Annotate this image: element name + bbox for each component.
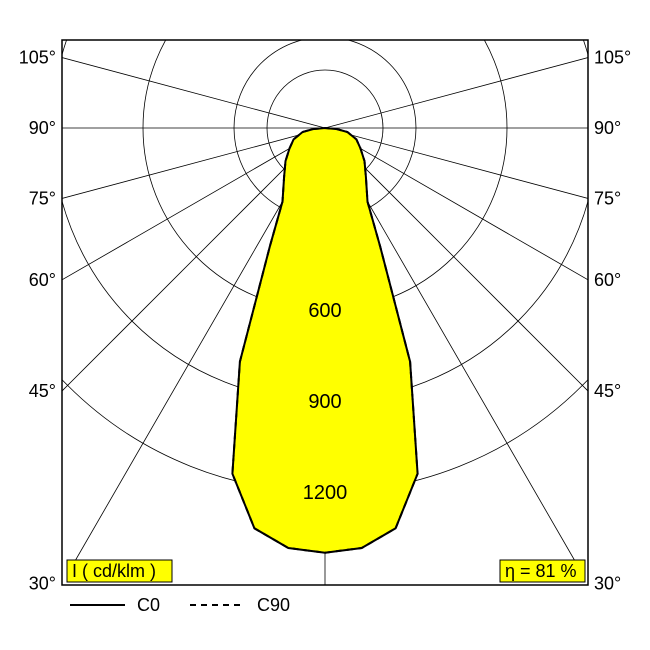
radial-label-900: 900 xyxy=(308,391,341,413)
right-angle-label-90: 90° xyxy=(594,118,621,138)
left-angle-label-75: 75° xyxy=(29,188,56,208)
right-angle-label-105: 105° xyxy=(594,48,631,68)
left-angle-label-105: 105° xyxy=(19,48,56,68)
left-angle-label-60: 60° xyxy=(29,270,56,290)
polar-photometric-chart: 600 900 1200 30° 45° 60° 75° 90° 105° 30° 45° 60° 75… xyxy=(0,0,650,650)
left-angle-label-30: 30° xyxy=(29,574,56,594)
left-angle-label-45: 45° xyxy=(29,381,56,401)
legend-label-c0: C0 xyxy=(137,595,160,615)
right-badge-text: η = 81 % xyxy=(505,561,577,581)
right-angle-label-30: 30° xyxy=(594,574,621,594)
left-badge-text: I ( cd/klm ) xyxy=(72,561,156,581)
legend-label-c90: C90 xyxy=(257,595,290,615)
radial-label-600: 600 xyxy=(308,300,341,322)
right-angle-label-45: 45° xyxy=(594,381,621,401)
radial-label-1200: 1200 xyxy=(303,482,348,504)
right-angle-label-60: 60° xyxy=(594,270,621,290)
left-angle-label-90: 90° xyxy=(29,118,56,138)
chart-svg: 600 900 1200 30° 45° 60° 75° 90° 105° 30° 45° 60° 75… xyxy=(0,0,650,650)
right-angle-label-75: 75° xyxy=(594,188,621,208)
